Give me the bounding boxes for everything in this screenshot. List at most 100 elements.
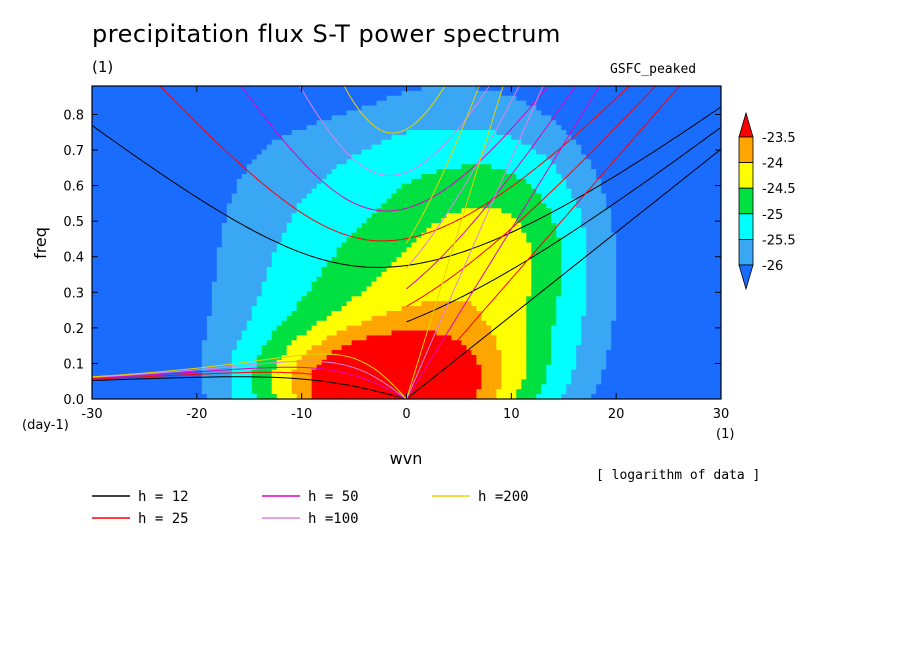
heatmap-cell bbox=[211, 154, 218, 160]
heatmap-cell bbox=[391, 120, 398, 126]
heatmap-cell bbox=[551, 154, 557, 160]
heatmap-cell bbox=[711, 266, 717, 273]
heatmap-cell bbox=[476, 110, 482, 116]
heatmap-cell bbox=[92, 149, 98, 156]
heatmap-cell bbox=[206, 154, 213, 160]
heatmap-cell bbox=[306, 120, 313, 126]
heatmap-cell bbox=[631, 193, 637, 200]
heatmap-cell bbox=[141, 169, 148, 175]
heatmap-cell bbox=[396, 178, 403, 185]
heatmap-cell bbox=[491, 262, 497, 268]
heatmap-cell bbox=[161, 183, 168, 190]
heatmap-cell bbox=[151, 178, 158, 185]
heatmap-cell bbox=[606, 134, 612, 141]
heatmap-cell bbox=[606, 266, 612, 273]
heatmap-cell bbox=[201, 154, 208, 160]
heatmap-cell bbox=[201, 174, 208, 180]
heatmap-cell bbox=[186, 159, 193, 165]
heatmap-cell bbox=[656, 262, 662, 268]
heatmap-cell bbox=[271, 144, 278, 151]
heatmap-cell bbox=[221, 218, 228, 224]
heatmap-cell bbox=[666, 120, 672, 126]
heatmap-cell bbox=[621, 257, 627, 263]
heatmap-cell bbox=[376, 242, 383, 248]
heatmap-cell bbox=[696, 139, 702, 146]
heatmap-cell bbox=[336, 276, 343, 283]
heatmap-cell bbox=[561, 222, 567, 229]
heatmap-cell bbox=[621, 188, 627, 195]
heatmap-cell bbox=[176, 276, 183, 283]
heatmap-cell bbox=[386, 193, 393, 200]
heatmap-cell bbox=[431, 208, 438, 214]
heatmap-cell bbox=[471, 130, 477, 136]
heatmap-cell bbox=[281, 218, 288, 224]
heatmap-cell bbox=[121, 203, 128, 209]
heatmap-cell bbox=[501, 159, 507, 165]
heatmap-cell bbox=[606, 227, 612, 234]
heatmap-cell bbox=[636, 169, 642, 175]
heatmap-cell bbox=[141, 237, 148, 244]
heatmap-cell bbox=[376, 169, 383, 175]
heatmap-cell bbox=[451, 178, 458, 185]
heatmap-cell bbox=[436, 139, 443, 146]
heatmap-cell bbox=[296, 276, 303, 283]
heatmap-cell bbox=[711, 271, 717, 278]
heatmap-cell bbox=[131, 222, 138, 229]
heatmap-cell bbox=[416, 174, 423, 180]
heatmap-cell bbox=[301, 271, 308, 278]
heatmap-cell bbox=[361, 271, 368, 278]
heatmap-cell bbox=[466, 276, 472, 283]
heatmap-cell bbox=[326, 139, 333, 146]
heatmap-cell bbox=[631, 218, 637, 224]
heatmap-cell bbox=[606, 222, 612, 229]
heatmap-cell bbox=[121, 139, 128, 146]
heatmap-cell bbox=[236, 159, 243, 165]
heatmap-cell bbox=[211, 164, 218, 170]
heatmap-cell bbox=[681, 247, 687, 253]
heatmap-cell bbox=[266, 144, 273, 151]
heatmap-cell bbox=[616, 262, 622, 268]
heatmap-cell bbox=[231, 134, 238, 141]
heatmap-cell bbox=[716, 193, 721, 200]
heatmap-cell bbox=[546, 149, 552, 156]
heatmap-cell bbox=[341, 208, 348, 214]
heatmap-cell bbox=[131, 159, 138, 165]
heatmap-cell bbox=[571, 178, 577, 185]
heatmap-cell bbox=[706, 120, 712, 126]
heatmap-cell bbox=[511, 257, 517, 263]
heatmap-cell bbox=[651, 266, 657, 273]
heatmap-cell bbox=[281, 95, 288, 102]
heatmap-cell bbox=[471, 262, 477, 268]
heatmap-cell bbox=[691, 174, 697, 180]
heatmap-cell bbox=[496, 198, 502, 204]
heatmap-cell bbox=[306, 130, 313, 136]
heatmap-cell bbox=[251, 198, 258, 204]
heatmap-cell bbox=[286, 159, 293, 165]
heatmap-cell bbox=[496, 213, 502, 219]
heatmap-cell bbox=[561, 134, 567, 141]
heatmap-cell bbox=[366, 262, 373, 268]
heatmap-cell bbox=[641, 110, 647, 116]
heatmap-cell bbox=[581, 203, 587, 209]
heatmap-cell bbox=[676, 203, 682, 209]
heatmap-cell bbox=[211, 134, 218, 141]
heatmap-cell bbox=[551, 164, 557, 170]
heatmap-cell bbox=[441, 134, 448, 141]
heatmap-cell bbox=[151, 198, 158, 204]
heatmap-cell bbox=[92, 183, 98, 190]
heatmap-cell bbox=[641, 120, 647, 126]
heatmap-cell bbox=[291, 154, 298, 160]
heatmap-cell bbox=[631, 178, 637, 185]
heatmap-cell bbox=[201, 247, 208, 253]
heatmap-cell bbox=[251, 252, 258, 258]
heatmap-cell bbox=[96, 154, 103, 160]
heatmap-cell bbox=[426, 90, 433, 97]
heatmap-cell bbox=[716, 237, 721, 244]
heatmap-cell bbox=[236, 252, 243, 258]
heatmap-cell bbox=[316, 144, 323, 151]
heatmap-cell bbox=[406, 144, 413, 151]
heatmap-cell bbox=[591, 154, 597, 160]
heatmap-cell bbox=[421, 203, 428, 209]
heatmap-cell bbox=[251, 208, 258, 214]
heatmap-cell bbox=[311, 144, 318, 151]
